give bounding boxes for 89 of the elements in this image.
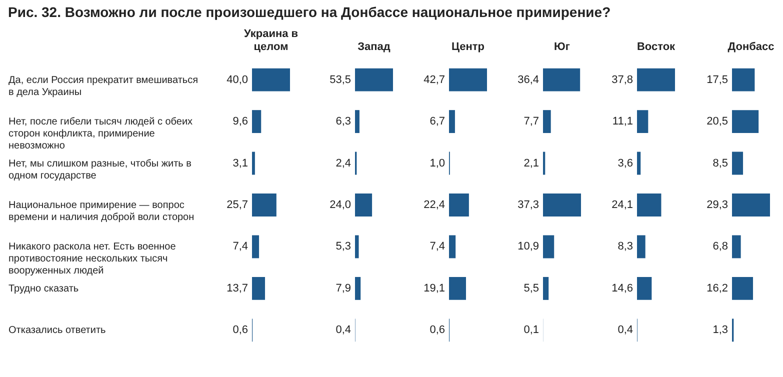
data-label: 2,1 [524, 157, 539, 170]
bar [637, 194, 662, 216]
data-label: 1,3 [712, 324, 728, 336]
bar [543, 194, 581, 216]
chart-title: Запад [358, 41, 390, 53]
data-label: 8,5 [712, 157, 728, 170]
chart-title: Восток [636, 41, 676, 53]
bar [732, 152, 744, 175]
data-label: 7,9 [336, 282, 351, 294]
data-label: 1,0 [430, 157, 445, 170]
data-label: 37,3 [518, 199, 539, 211]
bar [252, 152, 255, 175]
chart-title: Украина в целом [244, 28, 298, 53]
bar [732, 110, 759, 134]
bar [543, 68, 580, 92]
bar [637, 152, 641, 175]
bar [252, 194, 276, 216]
y-tick-label: Отказались ответить [8, 325, 106, 336]
data-label: 5,5 [524, 282, 539, 294]
data-label: 6,7 [430, 116, 445, 128]
bar [252, 276, 266, 300]
data-label: 10,9 [518, 240, 539, 253]
data-label: 16,2 [706, 282, 728, 294]
data-label: 2,4 [336, 157, 351, 170]
data-label: 0,1 [524, 324, 539, 336]
data-label: 8,3 [618, 240, 633, 253]
bar [732, 194, 770, 216]
data-label: 37,8 [612, 74, 633, 86]
data-label: 13,7 [226, 282, 248, 294]
y-tick-label: Нет, мы слишком разные, чтобы жить в одном государстве [8, 158, 192, 182]
data-label: 7,4 [430, 240, 445, 253]
data-label: 14,6 [612, 282, 633, 294]
data-label: 11,1 [612, 116, 633, 128]
bar [355, 276, 361, 300]
bar [543, 276, 549, 300]
bar [449, 110, 455, 134]
data-label: 24,1 [612, 199, 633, 211]
data-label: 6,8 [712, 240, 728, 253]
chart-title: Донбасс [728, 41, 774, 53]
bar [637, 68, 675, 92]
y-tick-label: Трудно сказать [8, 283, 79, 294]
data-label: 0,4 [336, 324, 351, 336]
bar [637, 110, 648, 134]
data-label: 6,3 [336, 116, 351, 128]
bar [355, 235, 359, 258]
bar [543, 110, 551, 134]
data-label: 25,7 [226, 199, 248, 211]
data-label: 0,4 [618, 324, 633, 336]
data-label: 53,5 [330, 74, 351, 86]
data-label: 9,6 [232, 116, 248, 128]
data-label: 3,6 [618, 157, 633, 170]
bar [252, 235, 260, 258]
data-label: 7,7 [524, 116, 539, 128]
bar [732, 276, 754, 300]
y-tick-label: Да, если Россия прекратит вмешиваться в дела Украины [8, 74, 198, 98]
bar [252, 110, 262, 134]
bar [355, 110, 360, 134]
data-label: 5,3 [336, 240, 351, 253]
data-label: 20,5 [706, 116, 728, 128]
bar [355, 194, 372, 216]
data-label: 36,4 [518, 74, 539, 86]
bar [637, 276, 652, 300]
y-tick-label: Нет, после гибели тысяч людей с обеих сторон конфликта, примирение невозможно [8, 116, 193, 152]
data-label: 22,4 [424, 199, 445, 211]
data-label: 19,1 [424, 282, 445, 294]
bar [449, 276, 466, 300]
bar [449, 235, 456, 258]
bar [637, 235, 646, 258]
bar [449, 68, 487, 92]
data-label: 7,4 [232, 240, 248, 253]
bar [732, 68, 755, 92]
chart-title: Юг [554, 41, 570, 53]
y-tick-label: Национальное примирение — вопрос времени и наличия доброй воли сторон [8, 200, 194, 223]
data-label: 29,3 [706, 199, 728, 211]
bar [732, 235, 741, 258]
chart-title: Центр [451, 41, 485, 53]
bar [252, 68, 290, 92]
y-tick-label: Никакого раскола нет. Есть военное противостояние нескольких тысяч вооруженных людей [8, 242, 176, 277]
bar [355, 68, 393, 92]
text: Рис. 32. Возможно ли после произошедшего на Донбассе национальное примирение? [8, 4, 611, 20]
data-label: 3,1 [232, 157, 248, 170]
data-label: 17,5 [706, 74, 728, 86]
data-label: 40,0 [226, 74, 248, 86]
data-label: 0,6 [430, 324, 445, 336]
bar [543, 235, 554, 258]
bar [449, 194, 469, 216]
data-label: 42,7 [424, 74, 445, 86]
data-label: 0,6 [232, 324, 248, 336]
data-label: 24,0 [330, 199, 351, 211]
